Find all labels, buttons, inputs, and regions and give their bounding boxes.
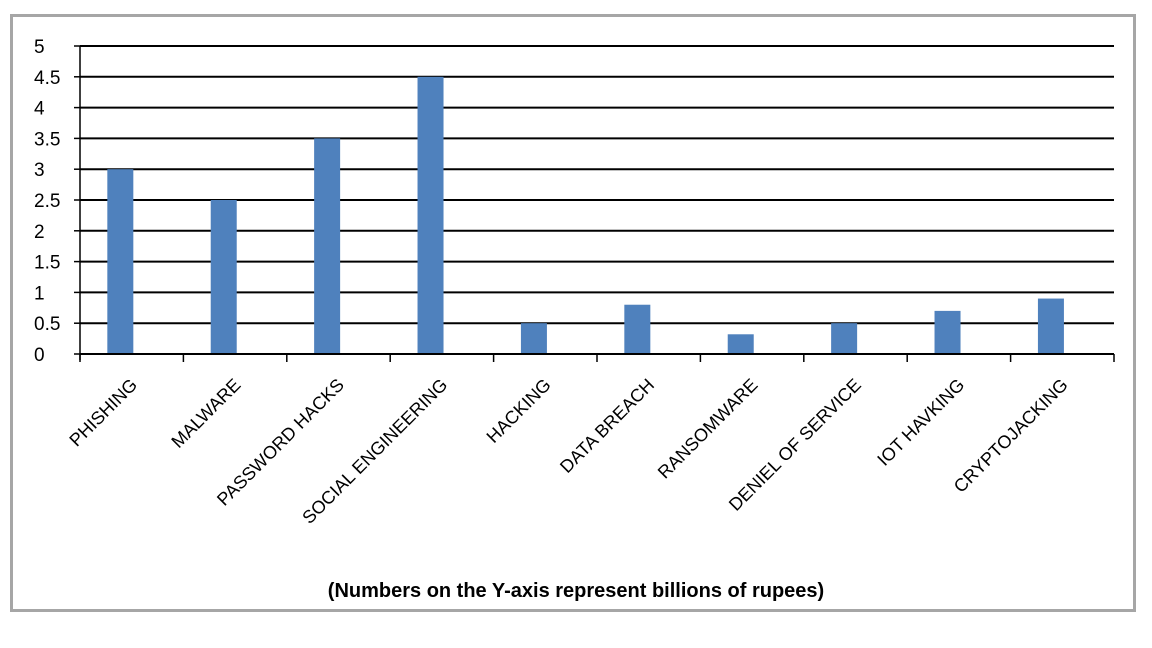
bar [727,334,754,354]
y-tick-label: 3 [34,160,45,181]
x-tick-label: DATA BREACH [556,375,658,477]
y-tick-label: 5 [34,37,45,58]
x-tick-label: CRYPTOJACKING [950,375,1072,497]
bar [417,76,444,355]
y-tick-label: 3.5 [34,129,60,150]
x-tick-label: PHISHING [65,375,141,451]
bar [210,200,237,354]
y-tick-label: 1 [34,283,45,304]
bar [831,323,858,354]
bar [1037,298,1064,354]
y-tick-label: 2 [34,222,45,243]
y-tick-label: 4 [34,99,45,120]
bars [107,76,1064,355]
bar [107,169,134,354]
y-tick-label: 0 [34,345,45,366]
y-tick-label: 1.5 [34,253,60,274]
axes [79,46,1115,362]
y-tick-label: 2.5 [34,191,60,212]
bar [520,323,547,354]
bar [314,138,341,354]
y-tick-label: 4.5 [34,68,60,89]
y-tick-label: 0.5 [34,314,60,335]
x-tick-label: HACKING [483,375,555,447]
bar [934,310,961,354]
x-tick-label: RANSOMWARE [654,375,762,483]
x-tick-label: IOT HAVKING [873,375,968,470]
bar [624,304,651,354]
y-axis-ticks: 0 0.5 1 1.5 2 2.5 3 3.5 4 4.5 5 [34,37,60,366]
chart-caption: (Numbers on the Y-axis represent billion… [327,580,825,602]
x-tick-label: MALWARE [167,375,244,452]
